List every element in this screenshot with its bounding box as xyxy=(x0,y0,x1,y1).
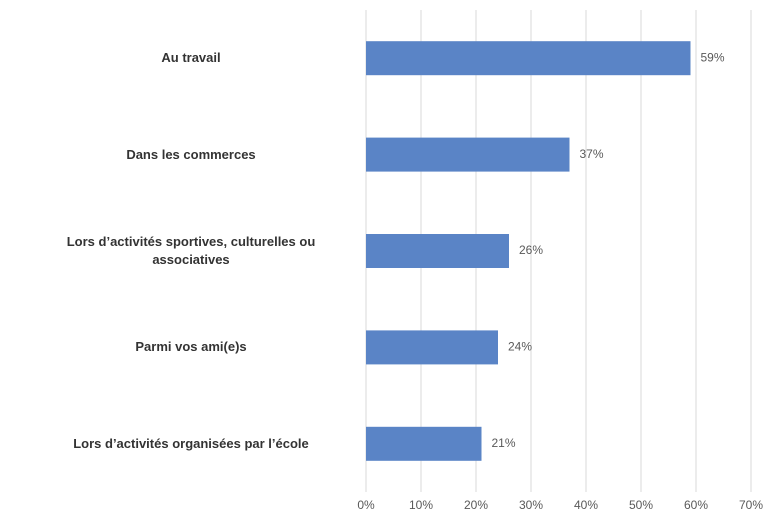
category-label: Dans les commerces xyxy=(126,146,256,162)
value-label: 21% xyxy=(492,436,516,450)
bar xyxy=(366,330,498,365)
bar xyxy=(366,41,691,76)
bar xyxy=(366,137,570,172)
x-tick-label: 30% xyxy=(519,498,543,512)
bar xyxy=(366,234,509,268)
x-tick-label: 40% xyxy=(574,498,598,512)
x-tick-label: 0% xyxy=(357,498,375,512)
x-tick-label: 10% xyxy=(409,498,433,512)
value-label: 59% xyxy=(701,50,725,64)
value-label: 37% xyxy=(580,147,604,161)
x-tick-label: 20% xyxy=(464,498,488,512)
category-label: Parmi vos ami(e)s xyxy=(135,339,247,355)
x-tick-label: 60% xyxy=(684,498,708,512)
x-tick-label: 50% xyxy=(629,498,653,512)
bar xyxy=(366,426,482,461)
category-label: Lors d’activités organisées par l’école xyxy=(73,435,309,451)
value-label: 26% xyxy=(519,243,543,257)
category-label: Au travail xyxy=(161,50,221,66)
value-label: 24% xyxy=(508,340,532,354)
category-label: Lors d’activités sportives, culturelles … xyxy=(66,234,316,267)
x-tick-label: 70% xyxy=(739,498,763,512)
